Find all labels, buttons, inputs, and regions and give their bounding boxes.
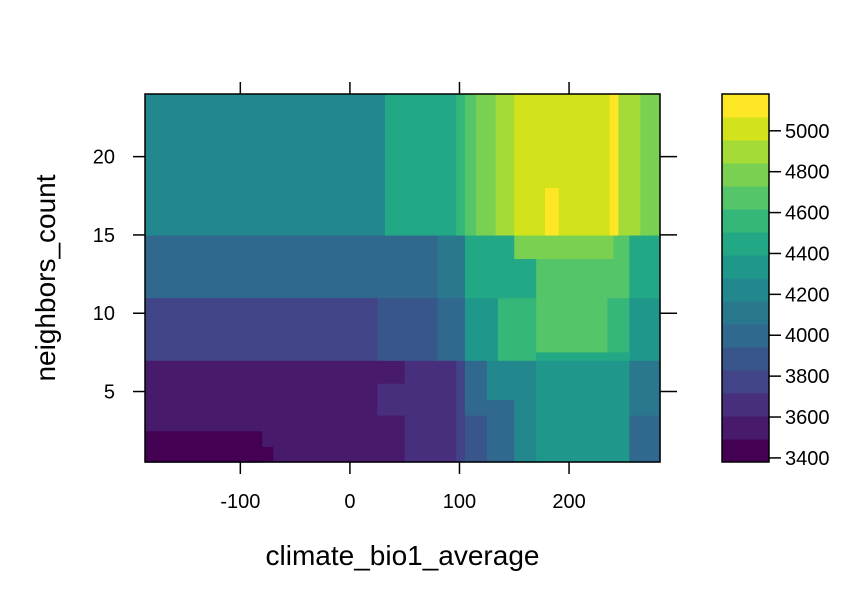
heatmap-cell	[145, 446, 274, 463]
heatmap-cell	[486, 360, 537, 400]
heatmap-cell	[486, 399, 515, 463]
plot-frame	[144, 93, 661, 463]
heatmap-cell	[618, 94, 641, 236]
heatmap-cell	[629, 415, 661, 463]
heatmap-cell	[475, 94, 497, 236]
x-tick-label: 0	[344, 491, 355, 513]
colorbar-tick-label: 3400	[785, 448, 830, 470]
heatmap-cell	[404, 360, 457, 385]
heatmap-cell	[145, 234, 378, 299]
heatmap-cell	[333, 383, 406, 385]
heatmap-cell	[607, 297, 630, 353]
heatmap-cell	[384, 94, 457, 236]
colorbar-swatch	[722, 140, 769, 164]
heatmap-cell	[514, 234, 614, 260]
colorbar-swatch	[722, 186, 769, 210]
y-tick-label: 10	[93, 303, 115, 325]
colorbar-swatch	[722, 301, 769, 325]
heatmap-cell	[437, 297, 466, 361]
y-axis: 5 10 15 20	[93, 147, 677, 404]
y-tick-label: 5	[104, 382, 115, 404]
colorbar-swatch	[722, 324, 769, 348]
colorbar-tick-label: 4600	[785, 203, 830, 225]
colorbar-frame	[721, 93, 770, 463]
colorbar-swatch	[722, 370, 769, 394]
colorbar-tick-label: 4000	[785, 325, 830, 347]
colorbar-swatch	[722, 163, 769, 187]
heatmap-cell	[514, 399, 537, 463]
heatmap-cell	[145, 383, 406, 432]
heatmap-cell	[536, 297, 609, 353]
heatmap-cell	[377, 383, 417, 416]
colorbar-tick-label: 4400	[785, 243, 830, 265]
heatmap-cell	[377, 234, 439, 299]
heatmap-cell	[464, 94, 477, 236]
heatmap-cell	[145, 94, 386, 236]
x-axis-label: climate_bio1_average	[266, 540, 540, 571]
heatmap-cell	[609, 94, 619, 236]
heatmap-cell	[640, 94, 661, 236]
heatmap-cells	[145, 94, 661, 463]
heatmap-cell	[273, 446, 406, 463]
colorbar: 3400 3600 3800 4000 4200 4400 4600 4800 5000	[721, 93, 830, 470]
y-axis-label: neighbors_count	[30, 174, 61, 381]
colorbar-swatch	[722, 255, 769, 279]
x-tick-label: -100	[220, 491, 260, 513]
heatmap-cell	[145, 297, 378, 361]
colorbar-tick-label: 4200	[785, 284, 830, 306]
x-axis: -100 0 100 200	[220, 82, 586, 513]
heatmap-cell	[629, 297, 661, 361]
colorbar-tick-label: 5000	[785, 121, 830, 143]
heatmap-cell	[464, 415, 488, 463]
colorbar-swatch	[722, 209, 769, 233]
heatmap-cell	[629, 234, 661, 299]
colorbar-swatch	[722, 416, 769, 440]
heatmap-cell	[629, 360, 661, 416]
colorbar-swatch	[722, 393, 769, 417]
heatmap-cell	[536, 360, 630, 463]
colorbar-tick-label: 3800	[785, 366, 830, 388]
y-tick-label: 20	[93, 147, 115, 169]
heatmap-cell	[437, 234, 466, 299]
x-tick-label: 100	[443, 491, 476, 513]
heatmap-cell	[464, 297, 499, 361]
colorbar-swatch	[722, 232, 769, 256]
heatmap-cell	[145, 360, 406, 385]
colorbar-tick-label: 3600	[785, 407, 830, 429]
x-tick-label: 200	[552, 491, 585, 513]
heatmap-cell	[495, 94, 515, 236]
colorbar-swatch	[722, 278, 769, 302]
heatmap-cell	[464, 360, 488, 416]
colorbar-swatch	[722, 117, 769, 141]
heatmap-cell	[456, 360, 466, 463]
heatmap-cell	[456, 94, 466, 236]
colorbar-tick-label: 4800	[785, 162, 830, 184]
colorbar-swatch	[722, 347, 769, 371]
heatmap-cell	[514, 94, 611, 236]
heatmap-cell	[262, 430, 406, 447]
heatmap-cell	[377, 297, 439, 361]
heatmap-cell	[536, 352, 630, 361]
heatmap-cell	[544, 187, 559, 236]
colorbar-swatch	[722, 94, 769, 118]
colorbar-swatch	[722, 439, 769, 463]
heatmap-cell	[497, 297, 537, 361]
y-tick-label: 15	[93, 225, 115, 247]
